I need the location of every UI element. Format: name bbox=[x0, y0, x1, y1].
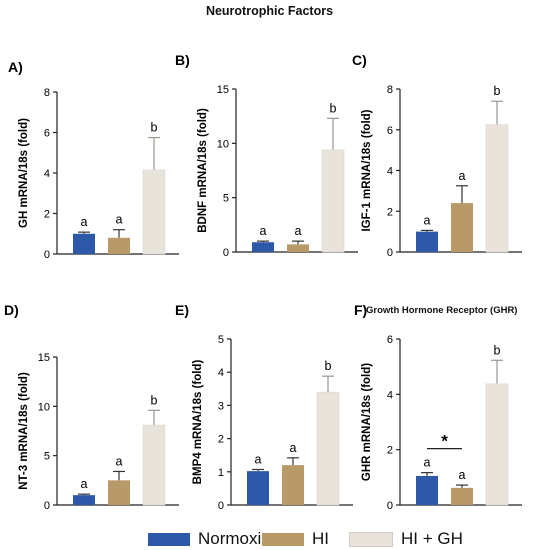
y-tick-label: 2 bbox=[44, 209, 50, 221]
y-tick-label: 0 bbox=[44, 249, 50, 261]
y-tick-label: 0 bbox=[387, 500, 393, 512]
chart-panel-1: A) 0 2 4 6 8 GH mRNA/18s (fold) a a b bbox=[8, 59, 179, 261]
y-tick-label: 6 bbox=[387, 334, 393, 346]
y-tick-label: 15 bbox=[217, 84, 229, 96]
bar-hi-gh bbox=[321, 149, 345, 253]
chart-panel-5: E) 0 1 2 3 4 5 BMP4 mRNA/18s (fold) a a b bbox=[175, 302, 353, 512]
y-axis-label: IGF-1 mRNA/18s (fold) bbox=[361, 109, 373, 231]
y-tick-label: 4 bbox=[218, 367, 224, 379]
legend-label-hi: HI bbox=[312, 529, 329, 548]
bar-hi-gh bbox=[485, 383, 509, 506]
section-title: Growth Hormone Receptor (GHR) bbox=[366, 305, 518, 316]
y-tick-label: 4 bbox=[387, 166, 393, 178]
y-tick-label: 4 bbox=[387, 389, 393, 401]
bar-hi-gh bbox=[316, 391, 340, 506]
bar-hi bbox=[108, 480, 130, 505]
panel-label: C) bbox=[352, 52, 367, 68]
significance-letter: a bbox=[424, 213, 431, 227]
panel-label: E) bbox=[175, 302, 189, 318]
legend-label-hi-gh: HI + GH bbox=[401, 529, 463, 548]
significance-letter: b bbox=[494, 84, 501, 98]
y-tick-label: 15 bbox=[38, 352, 50, 364]
y-axis-label: NT-3 mRNA/18s (fold) bbox=[18, 372, 30, 490]
y-axis-label: BDNF mRNA/18s (fold) bbox=[197, 108, 209, 233]
bar-hi bbox=[287, 244, 309, 252]
y-tick-label: 2 bbox=[387, 206, 393, 218]
y-tick-label: 8 bbox=[44, 87, 50, 99]
legend-swatch-hi-gh bbox=[349, 531, 393, 547]
y-axis-label: GHR mRNA/18s (fold) bbox=[361, 363, 373, 481]
significance-letter: a bbox=[424, 456, 431, 470]
chart-panel-4: D) 0 5 10 15 NT-3 mRNA/18s (fold) a a b bbox=[4, 302, 179, 512]
y-tick-label: 3 bbox=[218, 400, 224, 412]
panel-label: F) bbox=[354, 302, 367, 318]
y-tick-label: 0 bbox=[223, 247, 229, 259]
significance-letter: a bbox=[116, 213, 123, 227]
significance-letter: b bbox=[151, 121, 158, 135]
chart-panel-2: B) 0 5 10 15 BDNF mRNA/18s (fold) a a b bbox=[175, 52, 358, 259]
significance-letter: a bbox=[459, 169, 466, 183]
legend: Normoxia HI HI + GH bbox=[0, 525, 539, 549]
figure-title: Neurotrophic Factors bbox=[205, 4, 334, 18]
y-tick-label: 2 bbox=[218, 434, 224, 446]
y-tick-label: 1 bbox=[218, 467, 224, 479]
bar-normoxia bbox=[73, 233, 95, 254]
y-tick-label: 10 bbox=[217, 138, 229, 150]
y-tick-label: 6 bbox=[387, 125, 393, 137]
significance-letter: a bbox=[255, 452, 262, 466]
significance-letter: b bbox=[151, 393, 158, 407]
y-tick-label: 0 bbox=[218, 500, 224, 512]
bar-hi-gh bbox=[485, 124, 509, 253]
significance-letter: b bbox=[325, 359, 332, 373]
significance-star: * bbox=[441, 432, 448, 451]
bar-hi bbox=[451, 203, 473, 252]
y-tick-label: 4 bbox=[44, 168, 50, 180]
bar-hi bbox=[108, 237, 130, 254]
y-tick-label: 5 bbox=[44, 451, 50, 463]
legend-item-normoxia: Normoxia bbox=[148, 529, 271, 549]
legend-item-hi: HI bbox=[262, 529, 329, 549]
panel-label: D) bbox=[4, 302, 19, 318]
legend-swatch-hi bbox=[262, 532, 304, 546]
panel-label: A) bbox=[8, 59, 23, 75]
significance-letter: b bbox=[494, 343, 501, 357]
bar-normoxia bbox=[416, 231, 438, 252]
bar-normoxia bbox=[416, 475, 438, 505]
y-tick-label: 10 bbox=[38, 401, 50, 413]
significance-letter: a bbox=[295, 224, 302, 238]
significance-letter: a bbox=[116, 454, 123, 468]
y-tick-label: 0 bbox=[44, 500, 50, 512]
bar-hi-gh bbox=[142, 169, 166, 255]
y-tick-label: 5 bbox=[223, 193, 229, 205]
y-axis-label: BMP4 mRNA/18s (fold) bbox=[192, 360, 204, 485]
significance-letter: b bbox=[330, 101, 337, 115]
chart-panel-6: F) 0 2 4 6 GHR mRNA/18s (fold) a a b * bbox=[354, 302, 522, 512]
significance-letter: a bbox=[81, 215, 88, 229]
significance-letter: a bbox=[260, 224, 267, 238]
legend-swatch-normoxia bbox=[148, 532, 190, 546]
legend-label-normoxia: Normoxia bbox=[198, 529, 271, 548]
legend-item-hi-gh: HI + GH bbox=[349, 529, 463, 549]
panel-label: B) bbox=[175, 52, 190, 68]
y-tick-label: 0 bbox=[387, 247, 393, 259]
significance-letter: a bbox=[81, 477, 88, 491]
y-axis-label: GH mRNA/18s (fold) bbox=[18, 118, 30, 228]
y-tick-label: 5 bbox=[218, 334, 224, 346]
y-tick-label: 2 bbox=[387, 445, 393, 457]
y-tick-label: 6 bbox=[44, 128, 50, 140]
significance-letter: a bbox=[290, 441, 297, 455]
bar-hi bbox=[451, 487, 473, 505]
bar-normoxia bbox=[73, 495, 95, 505]
bar-hi-gh bbox=[142, 424, 166, 506]
bar-hi bbox=[282, 465, 304, 505]
chart-panel-3: C) 0 2 4 6 8 IGF-1 mRNA/18s (fold) a a b bbox=[352, 52, 522, 259]
y-tick-label: 8 bbox=[387, 84, 393, 96]
bar-normoxia bbox=[247, 471, 269, 505]
significance-letter: a bbox=[459, 468, 466, 482]
bar-normoxia bbox=[252, 242, 274, 252]
